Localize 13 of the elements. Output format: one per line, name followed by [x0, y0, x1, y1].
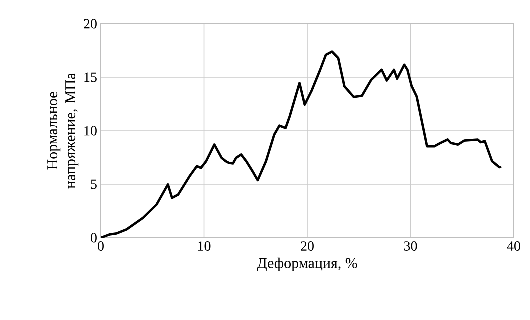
x-tick-label: 20 [301, 242, 314, 251]
x-tick-label: 40 [507, 242, 520, 251]
x-tick-label: 0 [98, 242, 104, 251]
line-series [101, 50, 503, 238]
y-tick-label: 5 [91, 180, 97, 190]
y-axis-title: Нормальное напряжение, МПа [48, 73, 79, 189]
x-tick-label: 10 [198, 242, 211, 251]
y-tick-label: 0 [91, 233, 97, 243]
y-tick-label: 10 [84, 126, 97, 136]
x-axis-title: Деформация, % [257, 258, 358, 272]
y-tick-label: 20 [84, 19, 97, 29]
x-tick-label: 30 [404, 242, 418, 251]
y-tick-label: 15 [84, 72, 97, 82]
